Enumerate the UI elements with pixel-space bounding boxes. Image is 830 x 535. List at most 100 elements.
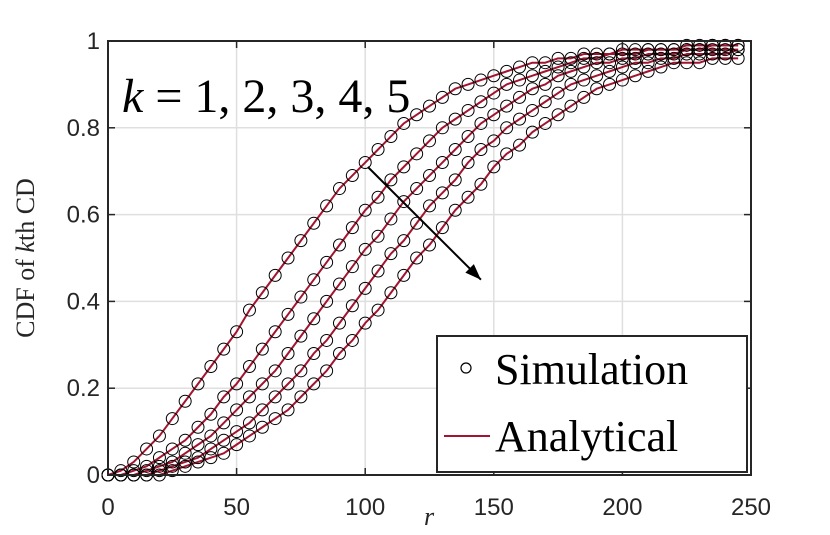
simulation-point <box>371 229 385 243</box>
simulation-point <box>500 64 514 78</box>
simulation-point <box>551 86 565 100</box>
simulation-point <box>435 121 449 135</box>
simulation-point <box>731 51 745 65</box>
simulation-point <box>680 38 694 52</box>
simulation-point <box>384 129 398 143</box>
simulation-point <box>448 143 462 156</box>
simulation-point <box>628 69 642 83</box>
simulation-point <box>242 416 256 430</box>
simulation-point <box>397 234 411 248</box>
simulation-point <box>603 64 617 78</box>
simulation-point <box>513 90 527 104</box>
simulation-point <box>461 129 475 143</box>
simulation-point <box>345 299 359 313</box>
simulation-point <box>551 108 565 122</box>
simulation-point <box>345 221 359 235</box>
simulation-point <box>513 60 527 74</box>
simulation-point <box>461 190 475 204</box>
simulation-point <box>628 47 642 61</box>
simulation-point <box>397 160 411 174</box>
simulation-point <box>165 455 179 469</box>
simulation-point <box>217 416 231 430</box>
simulation-point <box>577 47 591 61</box>
simulation-point <box>628 43 642 57</box>
simulation-point <box>693 56 707 70</box>
plot-frame <box>107 40 752 476</box>
simulation-point <box>705 51 719 65</box>
simulation-point <box>178 459 192 473</box>
k-annotation-values: = 1, 2, 3, 4, 5 <box>143 70 410 123</box>
simulation-point <box>718 51 732 65</box>
simulation-point <box>410 182 424 196</box>
simulation-point <box>487 69 501 83</box>
simulation-point <box>281 307 295 321</box>
simulation-point <box>384 173 398 187</box>
simulation-point <box>242 360 256 373</box>
y-tick-label: 1 <box>87 28 100 55</box>
simulation-point <box>641 64 655 78</box>
simulation-point <box>294 364 308 378</box>
simulation-point <box>500 77 514 91</box>
simulation-point <box>332 182 346 196</box>
simulation-point <box>320 364 334 378</box>
analytical-curve-5 <box>108 57 739 476</box>
simulation-point <box>320 255 334 269</box>
simulation-point <box>525 125 539 139</box>
simulation-point <box>307 377 321 391</box>
simulation-point <box>281 377 295 391</box>
simulation-point <box>423 134 436 148</box>
simulation-point <box>397 268 411 282</box>
simulation-point <box>294 290 308 304</box>
simulation-point <box>423 238 436 252</box>
simulation-point <box>731 43 745 57</box>
simulation-point <box>242 303 256 317</box>
simulation-point <box>230 425 244 439</box>
simulation-point <box>705 47 719 61</box>
simulation-point <box>693 38 707 52</box>
simulation-point <box>474 95 488 109</box>
y-axis-label-suffix: th CD <box>11 178 40 241</box>
simulation-point <box>152 429 166 443</box>
simulation-point <box>371 143 385 156</box>
simulation-point <box>718 38 732 52</box>
y-tick-label: 0.8 <box>67 115 100 142</box>
simulation-point <box>397 116 411 130</box>
simulation-point <box>435 186 449 200</box>
simulation-point <box>332 277 346 291</box>
simulation-point <box>590 56 604 70</box>
simulation-point <box>230 325 244 339</box>
simulation-point <box>127 464 141 478</box>
simulation-point <box>191 438 205 452</box>
simulation-point <box>255 403 269 417</box>
simulation-point <box>423 169 436 183</box>
simulation-point <box>641 43 655 57</box>
simulation-point <box>204 407 218 421</box>
simulation-point <box>178 455 192 469</box>
simulation-point <box>718 43 732 57</box>
simulation-point <box>680 56 694 70</box>
simulation-point <box>731 38 745 52</box>
legend-simulation-marker <box>460 362 472 374</box>
direction-arrow <box>367 166 482 281</box>
simulation-point <box>577 60 591 74</box>
simulation-point <box>628 51 642 65</box>
simulation-point <box>204 451 218 465</box>
x-axis-label: r <box>424 502 435 531</box>
simulation-point <box>384 212 398 226</box>
simulation-point <box>654 51 668 65</box>
simulation-point <box>525 69 539 83</box>
simulation-point <box>152 451 166 465</box>
simulation-point <box>590 47 604 61</box>
simulation-point <box>152 464 166 478</box>
simulation-point <box>590 51 604 65</box>
simulation-point <box>178 394 192 408</box>
simulation-point <box>281 346 295 360</box>
simulation-point <box>410 251 424 265</box>
simulation-point <box>577 73 591 87</box>
simulation-point <box>474 143 488 156</box>
legend: Simulation Analytical <box>436 335 748 473</box>
simulation-point <box>474 116 488 130</box>
simulation-point <box>140 442 154 456</box>
simulation-point <box>397 195 411 209</box>
